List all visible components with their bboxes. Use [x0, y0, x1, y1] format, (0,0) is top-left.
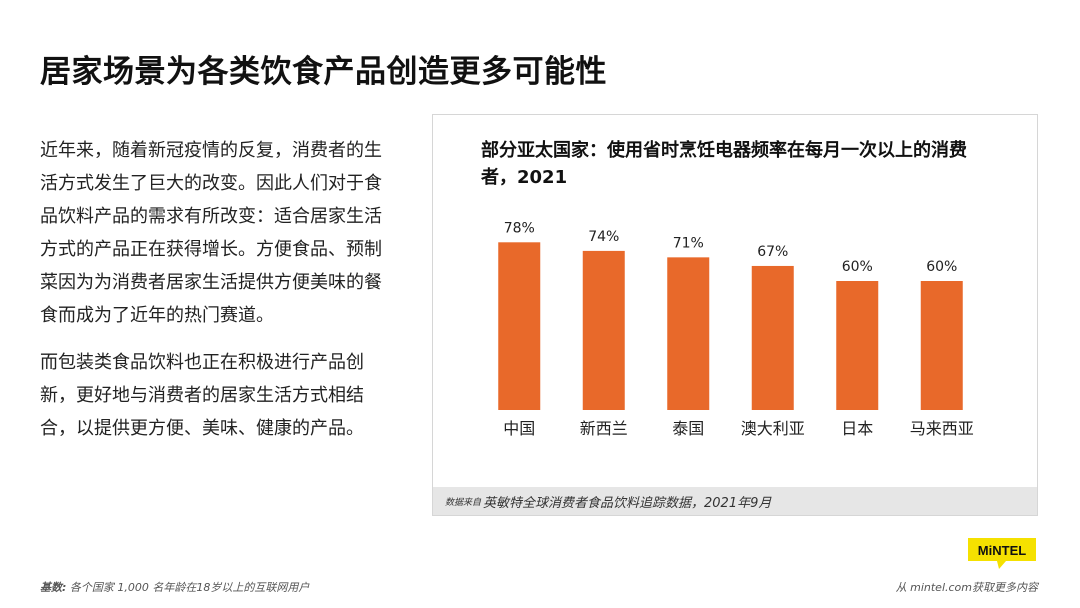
chart-panel: 78% 中国 74% 新西兰 71% 泰国 67% 澳大利亚 60% 日本 60% 马来西亚 部分亚太…	[432, 114, 1038, 516]
bar-5	[920, 281, 963, 410]
bar-value-label-5: 60%	[926, 259, 957, 275]
intro-text: 近年来，随着新冠疫情的反复，消费者的生活方式发生了巨大的改变。因此人们对于食品饮…	[40, 134, 390, 459]
footer-link[interactable]: 从 mintel.com获取更多内容	[895, 581, 1038, 594]
footer-base-label: 基数:	[40, 581, 67, 594]
category-label-1: 新西兰	[580, 419, 628, 438]
bar-1	[582, 250, 625, 410]
page-title: 居家场景为各类饮食产品创造更多可能性	[40, 54, 607, 90]
intro-paragraph-2: 而包装类食品饮料也正在积极进行产品创新，更好地与消费者的居家生活方式相结合，以提…	[40, 352, 364, 439]
source-bar: 数据来自 英敏特全球消费者食品饮料追踪数据，2021年9月	[433, 487, 1037, 515]
footer-base-text: 各个国家 1,000 名年龄在18岁以上的互联网用户	[66, 581, 310, 594]
mintel-logo: MiNTEL	[968, 538, 1036, 569]
chart-title: 部分亚太国家：使用省时烹饪电器频率在每月一次以上的消费者，2021	[481, 140, 967, 188]
bar-value-label-4: 60%	[842, 259, 873, 275]
bar-chart: 78% 中国 74% 新西兰 71% 泰国 67% 澳大利亚 60% 日本 60% 马来西亚	[498, 220, 974, 438]
footer-base-note: 基数: 各个国家 1,000 名年龄在18岁以上的互联网用户	[40, 579, 309, 595]
category-label-2: 泰国	[672, 419, 704, 438]
intro-paragraph-1: 近年来，随着新冠疫情的反复，消费者的生活方式发生了巨大的改变。因此人们对于食品饮…	[40, 140, 382, 326]
bar-4	[836, 281, 879, 410]
bar-2	[667, 257, 710, 410]
logo-speech-bubble	[968, 538, 1036, 569]
bar-0	[498, 242, 541, 410]
category-label-5: 马来西亚	[910, 419, 974, 438]
category-label-0: 中国	[503, 419, 535, 438]
bar-value-label-0: 78%	[504, 220, 535, 236]
category-label-3: 澳大利亚	[741, 419, 805, 438]
bar-value-label-2: 71%	[673, 235, 704, 251]
source-text: 英敏特全球消费者食品饮料追踪数据，2021年9月	[483, 495, 772, 511]
category-label-4: 日本	[841, 419, 873, 438]
source-label: 数据来自	[445, 497, 482, 508]
logo-text: MiNTEL	[978, 543, 1026, 558]
bar-value-label-1: 74%	[588, 229, 619, 245]
bar-3	[751, 265, 794, 410]
bar-value-label-3: 67%	[757, 244, 788, 260]
